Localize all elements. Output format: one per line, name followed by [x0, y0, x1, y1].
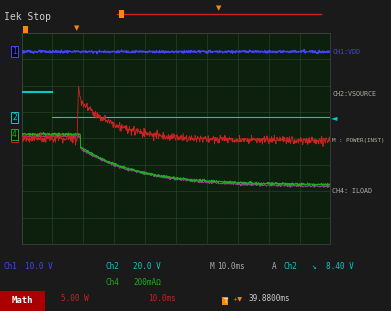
Text: +▼: +▼ — [233, 297, 243, 302]
Text: 39.8800ms: 39.8800ms — [248, 294, 290, 303]
Text: M: M — [209, 262, 214, 271]
Text: ◄: ◄ — [331, 113, 337, 122]
Text: 10.0ms: 10.0ms — [149, 294, 176, 303]
Text: M: M — [12, 136, 17, 141]
Text: 10.0ms: 10.0ms — [217, 262, 245, 271]
Text: M : POWER(INST): M : POWER(INST) — [332, 138, 385, 143]
Text: 1: 1 — [12, 47, 17, 56]
Text: Iek Stop: Iek Stop — [4, 12, 51, 22]
Text: CH4: ILOAD: CH4: ILOAD — [332, 188, 372, 194]
Text: 20.0 V: 20.0 V — [133, 262, 161, 271]
Text: Ch1: Ch1 — [4, 262, 18, 271]
Text: 10.0 V: 10.0 V — [25, 262, 53, 271]
Text: T: T — [23, 26, 27, 33]
Text: 2: 2 — [12, 113, 17, 122]
Text: 5.00 W: 5.00 W — [61, 294, 88, 303]
Text: 200mAΩ: 200mAΩ — [133, 277, 161, 286]
Text: ↘: ↘ — [311, 262, 316, 271]
Text: CH1:VDD: CH1:VDD — [332, 49, 361, 55]
Text: T: T — [223, 298, 227, 304]
Text: CH2:VSOURCE: CH2:VSOURCE — [332, 91, 377, 97]
Text: Ch2: Ch2 — [283, 262, 297, 271]
Text: Math: Math — [12, 296, 33, 305]
Text: A: A — [272, 262, 276, 271]
Text: 8.40 V: 8.40 V — [326, 262, 354, 271]
Text: 4: 4 — [12, 130, 17, 139]
Text: ▼: ▼ — [74, 25, 80, 31]
Text: Ch2: Ch2 — [106, 262, 119, 271]
Text: T: T — [119, 11, 123, 17]
Text: ▼: ▼ — [216, 5, 222, 11]
Text: Ch4: Ch4 — [106, 277, 119, 286]
